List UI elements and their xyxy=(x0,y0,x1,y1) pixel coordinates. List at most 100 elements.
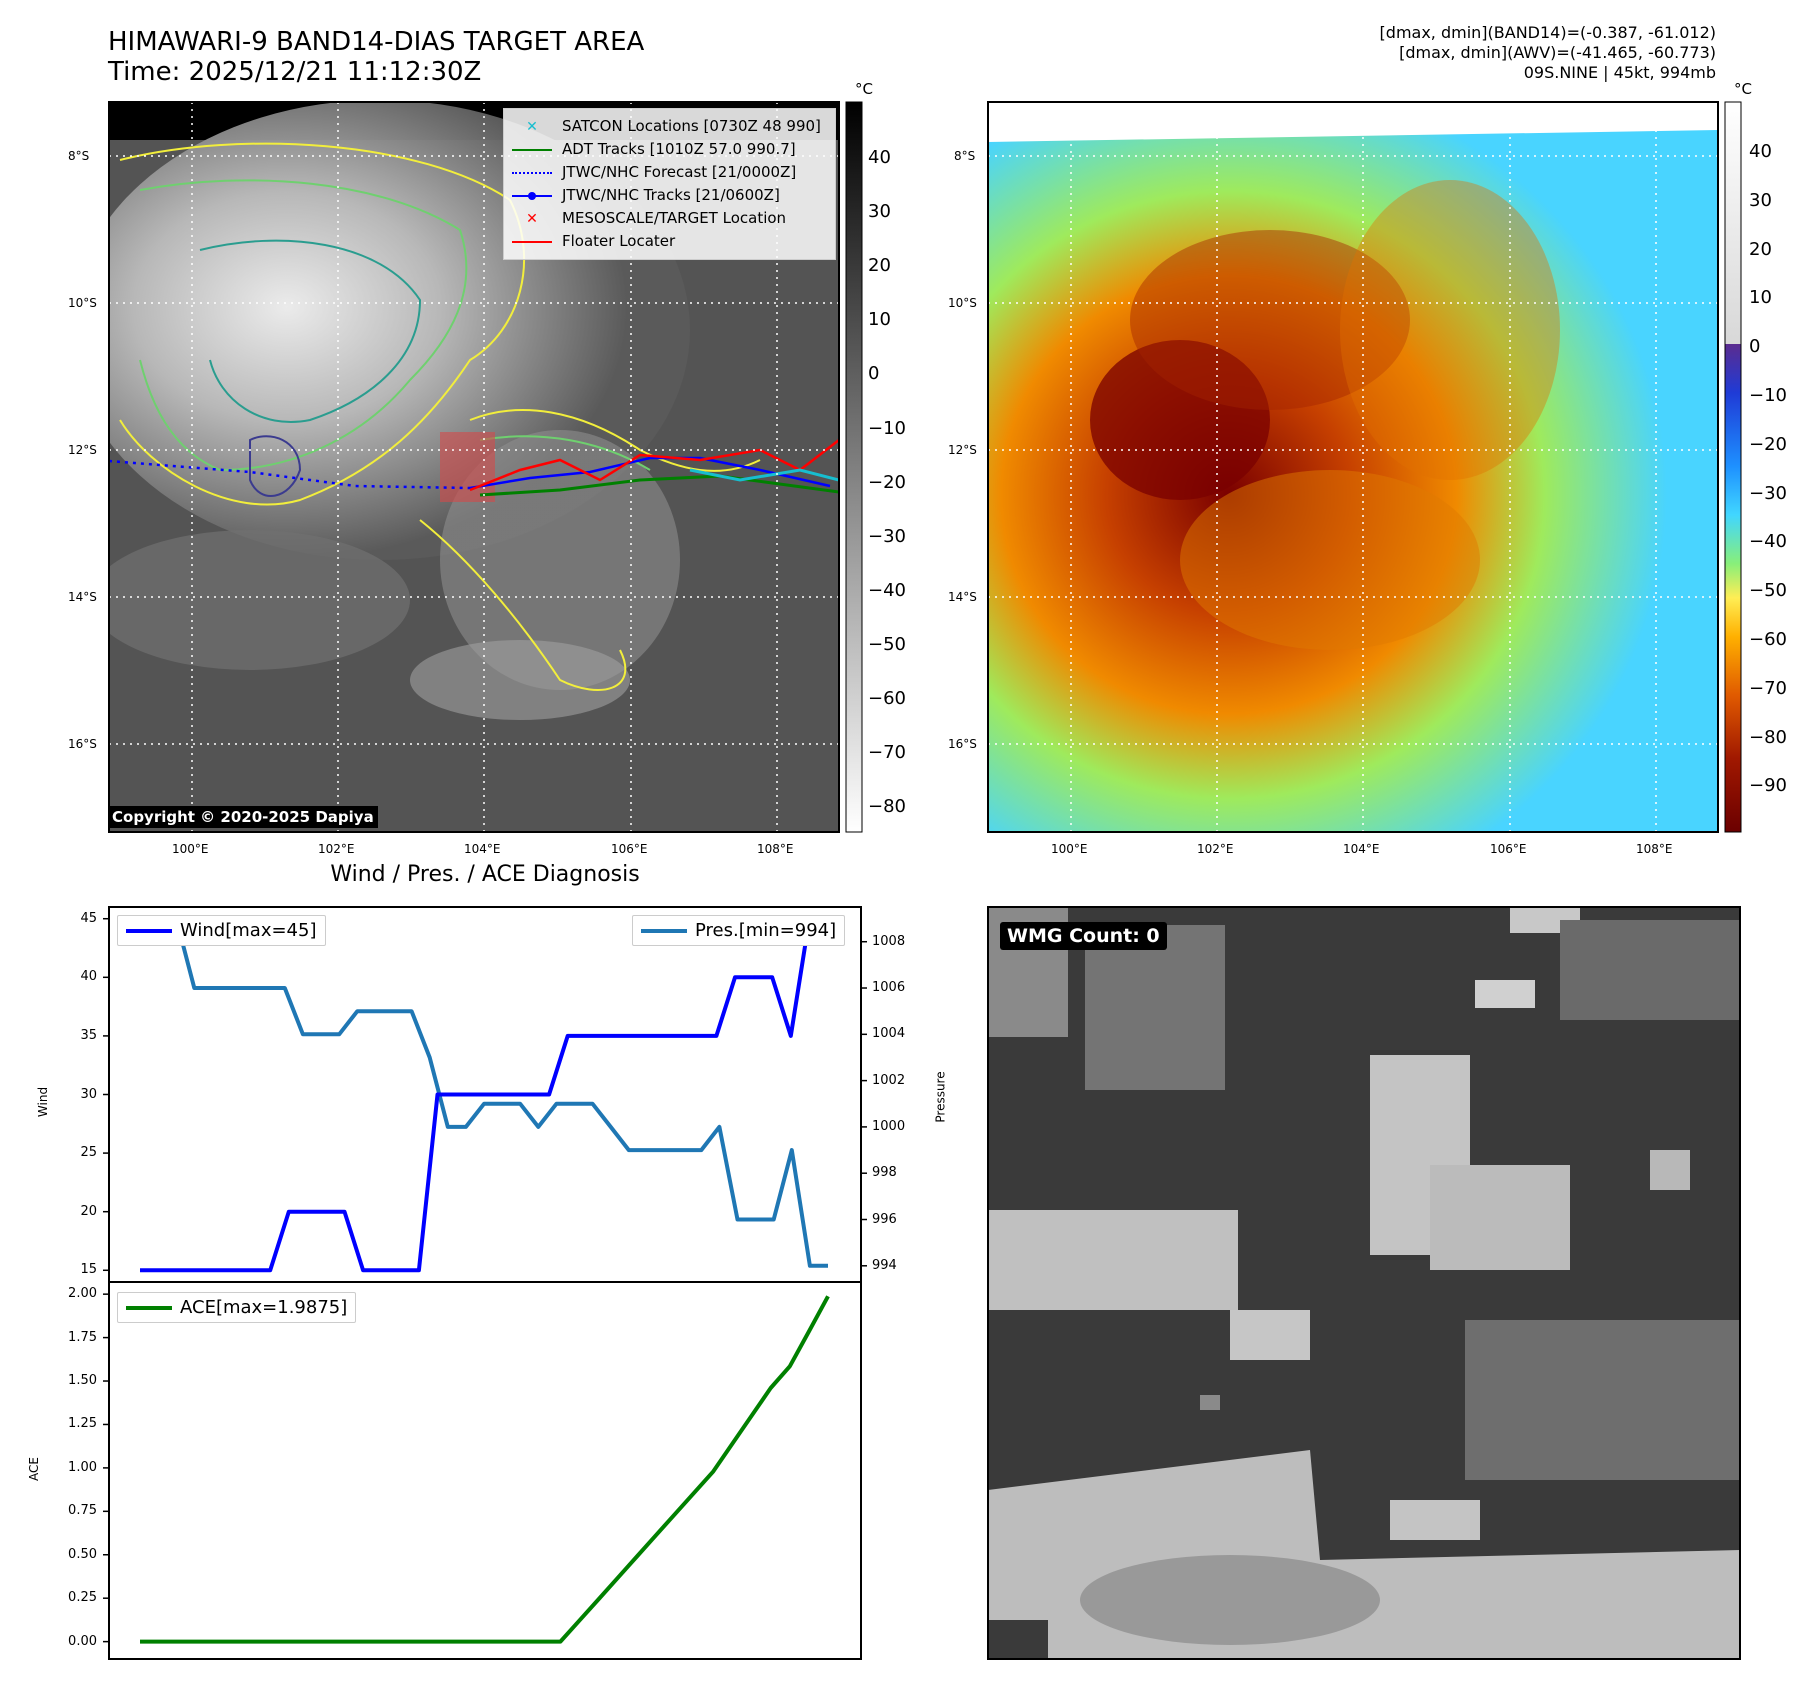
chart-lines xyxy=(140,916,830,1644)
ace-legend: ACE[max=1.9875] xyxy=(117,1292,357,1323)
wind-tick-label: 20 xyxy=(80,1203,97,1219)
legend-item-satcon: ✕ SATCON Locations [0730Z 48 990] xyxy=(512,115,827,138)
ir-lat-label: 16°S xyxy=(68,737,97,751)
pressure-tick-label: 996 xyxy=(872,1211,897,1227)
ir-lon-label: 104°E xyxy=(464,842,501,856)
ace-tick-label: 1.00 xyxy=(68,1459,97,1475)
colorbar-gray-tick: −40 xyxy=(868,579,906,601)
figure-title: HIMAWARI-9 BAND14-DIAS TARGET AREA xyxy=(108,27,645,57)
ace-tick-label: 1.25 xyxy=(68,1416,97,1432)
x-marker-icon: ✕ xyxy=(526,118,538,135)
awv-imagery xyxy=(988,130,1718,832)
colorbar-awv-tick: −60 xyxy=(1749,629,1787,650)
ace-axis-label: ACE xyxy=(26,1457,41,1481)
legend-item-forecast: JTWC/NHC Forecast [21/0000Z] xyxy=(512,161,827,184)
info-band14-range: [dmax, dmin](BAND14)=(-0.387, -61.012) xyxy=(1379,23,1716,42)
pressure-tick-label: 998 xyxy=(872,1165,897,1181)
colorbar-gray-unit: °C xyxy=(855,80,873,98)
colorbar-awv-tick: −40 xyxy=(1749,531,1787,553)
ir-lat-label: 10°S xyxy=(68,296,97,310)
colorbar-gray-tick: 20 xyxy=(868,255,891,277)
colorbar-awv-tick: 40 xyxy=(1749,141,1772,162)
pressure-tick-label: 994 xyxy=(872,1257,897,1273)
pressure-series-line xyxy=(140,916,828,1268)
awv-lon-label: 106°E xyxy=(1490,842,1527,856)
solid-line-icon xyxy=(512,235,552,249)
awv-lon-label: 104°E xyxy=(1343,842,1380,856)
colorbar-gray-tick: −30 xyxy=(868,525,906,547)
awv-map-panel xyxy=(987,101,1719,833)
colorbar-awv-tick: −50 xyxy=(1749,580,1787,602)
wind-axis-label: Wind xyxy=(36,1086,51,1118)
awv-lon-label: 100°E xyxy=(1051,842,1088,856)
pressure-tick-label: 1004 xyxy=(872,1026,906,1042)
legend-label: JTWC/NHC Forecast [21/0000Z] xyxy=(562,163,797,181)
legend-item-floater: Floater Locater xyxy=(512,230,827,253)
colorbar-gray-tick: −20 xyxy=(868,471,906,493)
ace-tick-label: 1.50 xyxy=(68,1373,97,1389)
colorbar-gray-tick: 10 xyxy=(868,309,891,331)
colorbar-awv-tick: 30 xyxy=(1749,189,1772,211)
ace-tick-label: 0.00 xyxy=(68,1633,97,1649)
colorbar-gray-tick: 30 xyxy=(868,201,891,223)
ace-tick-label: 2.00 xyxy=(68,1286,97,1302)
colorbar-awv-tick: −10 xyxy=(1749,385,1787,406)
pressure-legend-label: Pres.[min=994] xyxy=(695,920,837,941)
legend-label: JTWC/NHC Tracks [21/0600Z] xyxy=(562,186,780,204)
ir-contours xyxy=(119,142,761,691)
wind-legend: Wind[max=45] xyxy=(117,915,326,946)
colorbar-gray xyxy=(845,101,863,833)
figure-timestamp: Time: 2025/12/21 11:12:30Z xyxy=(108,57,482,87)
awv-lat-label: 12°S xyxy=(948,443,977,457)
info-storm-summary: 09S.NINE | 45kt, 994mb xyxy=(1523,63,1716,82)
colorbar-awv-tick: −80 xyxy=(1749,726,1787,748)
legend-label: Floater Locater xyxy=(562,232,676,250)
info-awv-range: [dmax, dmin](AWV)=(-41.465, -60.773) xyxy=(1399,43,1716,62)
ir-lon-label: 100°E xyxy=(172,842,209,856)
ir-map-frame xyxy=(108,101,840,833)
colorbar-awv-tick: −90 xyxy=(1749,775,1787,797)
colorbar-awv-tick: −70 xyxy=(1749,677,1787,699)
legend-item-tracks: JTWC/NHC Tracks [21/0600Z] xyxy=(512,184,827,207)
wind-tick-label: 40 xyxy=(80,969,97,985)
colorbar-awv-tick: −20 xyxy=(1749,433,1787,455)
solid-line-icon xyxy=(512,143,552,157)
colorbar-gray-tick: −50 xyxy=(868,633,906,655)
colorbar-awv-unit: °C xyxy=(1734,80,1752,98)
wind-tick-label: 25 xyxy=(80,1145,97,1161)
line-dot-icon xyxy=(512,189,552,203)
pressure-axis-label: Pressure xyxy=(933,1071,948,1123)
ace-series-line xyxy=(140,1295,830,1644)
colorbar-awv-tick: 0 xyxy=(1749,336,1761,358)
storm-tracks xyxy=(109,439,839,497)
map-legend: ✕ SATCON Locations [0730Z 48 990] ADT Tr… xyxy=(503,108,836,260)
awv-lon-label: 102°E xyxy=(1197,842,1234,856)
ir-lat-label: 8°S xyxy=(68,149,90,163)
ace-tick-label: 1.75 xyxy=(68,1329,97,1345)
chart-title: Wind / Pres. / ACE Diagnosis xyxy=(330,862,640,887)
wind-legend-label: Wind[max=45] xyxy=(180,920,317,941)
colorbar-awv-tick: −30 xyxy=(1749,482,1787,504)
ir-lon-label: 106°E xyxy=(611,842,648,856)
chart-ticks xyxy=(103,917,867,1643)
wind-series-line xyxy=(140,916,828,1273)
colorbar-gray-tick: 40 xyxy=(868,147,891,168)
pressure-legend: Pres.[min=994] xyxy=(632,915,846,946)
x-marker-icon: ✕ xyxy=(526,210,538,227)
awv-lon-label: 108°E xyxy=(1636,842,1673,856)
ir-lon-label: 108°E xyxy=(757,842,794,856)
ir-gridlines xyxy=(109,102,839,832)
awv-lat-label: 8°S xyxy=(954,149,976,163)
awv-gridlines xyxy=(988,102,1718,832)
legend-item-adt: ADT Tracks [1010Z 57.0 990.7] xyxy=(512,138,827,161)
ir-lat-label: 12°S xyxy=(68,443,97,457)
awv-map-frame xyxy=(987,101,1719,833)
pressure-line-swatch-icon xyxy=(641,928,687,933)
wmg-frame xyxy=(987,906,1741,1660)
colorbar-gray-tick: −70 xyxy=(868,742,906,764)
wmg-blocks xyxy=(988,907,1740,1659)
colorbar-gray-tick: −10 xyxy=(868,417,906,439)
ace-panel xyxy=(108,1281,862,1660)
target-area-highlight xyxy=(440,432,495,502)
legend-item-target: ✕ MESOSCALE/TARGET Location xyxy=(512,207,827,230)
